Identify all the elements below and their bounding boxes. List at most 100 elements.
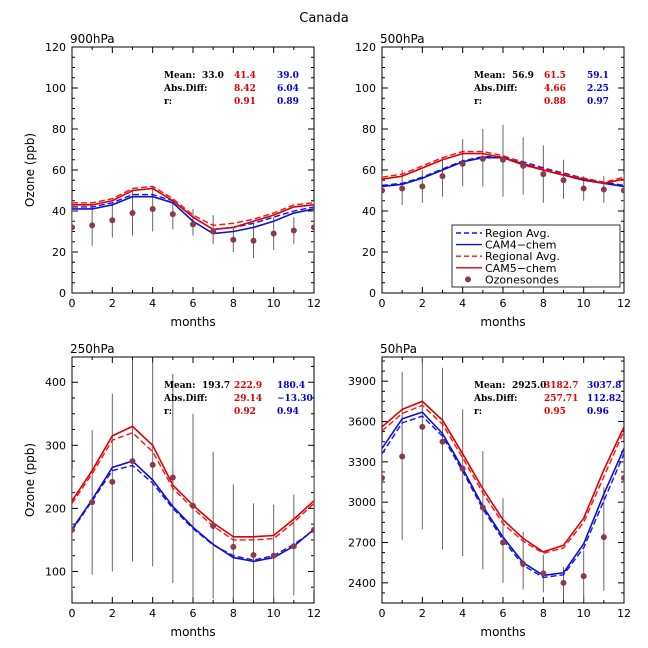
x-axis-label: months [480,315,525,329]
stat-cam4-value: 0.94 [277,407,299,417]
x-tick-label: 10 [577,297,591,310]
y-tick-label: 400 [45,376,66,389]
stat-cam5-value: 0.92 [234,407,256,417]
ozonesonde-point [479,155,486,162]
y-tick-label: 60 [52,164,66,177]
ozonesonde-point [290,543,297,550]
stats-block: Mean: 56.9 61.5 59.1 Abs.Diff: 4.66 2.25 r: 0.88… [473,71,609,107]
x-tick-label: 6 [500,607,507,620]
legend-label: CAM5−chem [485,262,556,275]
y-tick-label: 0 [59,287,66,300]
x-tick-label: 0 [379,607,386,620]
ozonesonde-point [520,162,527,169]
x-tick-label: 12 [307,297,321,310]
x-axis-label: months [480,625,525,639]
ozonesonde-point [382,187,385,194]
x-axis-label: months [170,315,215,329]
ozonesonde-point [129,458,136,465]
y-tick-label: 40 [52,205,66,218]
stat-cam4-value: 59.1 [587,71,609,81]
stat-cam5-value: 0.88 [544,97,566,107]
y-tick-label: 100 [355,82,376,95]
stat-label: r: [474,97,482,107]
x-tick-label: 4 [149,297,156,310]
series-line-regional-avg- [382,150,624,184]
y-tick-label: 2400 [348,577,376,590]
ozonesonde-point [109,478,116,485]
stat-cam5-value: 4.66 [544,84,566,94]
x-tick-label: 2 [419,297,426,310]
stat-label: Mean: [164,71,195,81]
ozonesonde-point [149,461,156,468]
stat-cam4-value: 0.97 [587,97,609,107]
ozonesonde-point [399,185,406,192]
x-tick-label: 6 [500,297,507,310]
ozonesonde-point [520,561,527,568]
stat-cam4-value: 39.0 [277,71,299,81]
x-tick-label: 2 [419,607,426,620]
stat-cam5-value: 3182.7 [544,381,578,391]
stat-cam4-value: 3037.8 [587,381,621,391]
x-tick-label: 0 [379,297,386,310]
ozonesonde-point [560,579,567,586]
stat-cam4-value: 180.4 [277,381,305,391]
x-tick-label: 10 [267,297,281,310]
ozonesonde-point [72,526,75,533]
ozonesonde-point [439,173,446,180]
y-tick-label: 20 [362,246,376,259]
x-tick-label: 8 [230,607,237,620]
ozonesonde-point [89,499,96,506]
series-line-regional-avg- [72,185,314,227]
x-tick-label: 8 [230,297,237,310]
y-tick-label: 100 [45,565,66,578]
stat-cam4-value: 0.96 [587,407,609,417]
legend-label: Regional Avg. [485,250,560,263]
x-tick-label: 10 [577,607,591,620]
stat-cam4-value: 2.25 [587,84,609,94]
stat-cam5-value: 29.14 [234,394,262,404]
y-tick-label: 300 [45,439,66,452]
ozonesonde-point [250,552,257,559]
ozonesonde-point [311,224,314,231]
stat-label: r: [474,407,482,417]
ozonesonde-point [230,236,237,243]
x-tick-label: 12 [617,297,631,310]
figure-title: Canada [299,11,348,26]
legend-label: Region Avg. [485,227,550,240]
ozonesonde-point [621,474,624,481]
stat-cam5-value: 0.91 [234,97,256,107]
ozonesonde-point [580,573,587,580]
series-line-cam5-chem [382,400,624,553]
ozonesonde-point [149,205,156,212]
ozonesonde-point [500,539,506,546]
ozonesonde-point [399,453,406,460]
legend-marker-dot [465,276,471,283]
stats-block: Mean: 33.0 41.4 39.0 Abs.Diff: 8.42 6.04 r: 0.91… [163,71,299,107]
x-tick-label: 12 [307,607,321,620]
x-tick-label: 0 [69,297,76,310]
y-tick-label: 20 [52,246,66,259]
x-tick-label: 6 [190,607,197,620]
x-tick-label: 2 [109,607,116,620]
y-tick-label: 120 [45,41,66,54]
y-axis-label: Ozone (ppb) [23,443,37,517]
y-tick-label: 3000 [348,496,376,509]
series-line-cam4-chem [72,195,314,235]
stat-label: Abs.Diff: [473,394,517,404]
stat-obs-value: 33.0 [202,71,224,81]
y-tick-label: 3900 [348,375,376,388]
y-tick-label: 100 [45,82,66,95]
stat-cam5-value: 61.5 [544,71,566,81]
stat-cam4-value: 6.04 [277,84,299,94]
ozonesonde-point [311,526,314,533]
ozonesonde-point [382,474,385,481]
ozonesonde-point [230,543,237,550]
series-line-region-avg- [382,415,624,579]
ozonesonde-point [439,438,446,445]
x-tick-label: 0 [69,607,76,620]
series-line-regional-avg- [382,404,624,554]
ozonesonde-point [169,474,176,481]
ozonesonde-point [459,160,466,167]
